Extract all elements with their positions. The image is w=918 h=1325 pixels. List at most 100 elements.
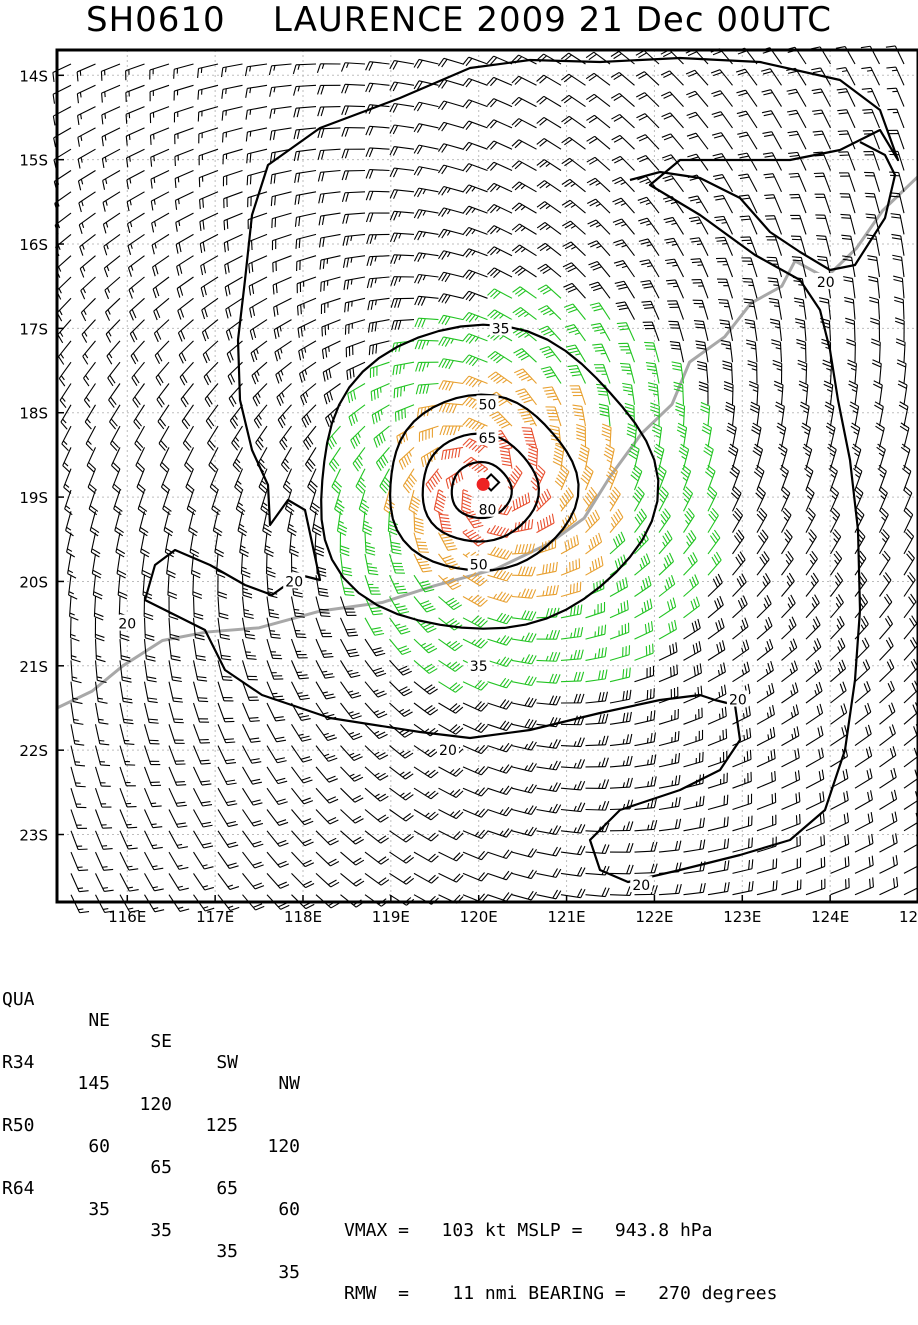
wind-barb bbox=[851, 423, 860, 447]
wind-barb bbox=[640, 260, 659, 277]
wind-barb bbox=[246, 85, 267, 98]
wind-barb bbox=[341, 746, 363, 761]
longitude-label: 117E bbox=[196, 908, 234, 926]
wind-barb bbox=[754, 465, 764, 490]
wind-barb bbox=[126, 107, 144, 124]
wind-barb bbox=[684, 641, 701, 660]
wind-barb bbox=[638, 218, 659, 234]
wind-barb bbox=[806, 857, 825, 873]
wind-barb bbox=[586, 533, 602, 554]
wind-barb bbox=[210, 469, 218, 494]
wind-barb bbox=[390, 575, 408, 593]
wind-barb bbox=[537, 222, 561, 234]
wind-barb bbox=[488, 871, 513, 880]
wind-barb bbox=[806, 791, 824, 809]
wind-barb bbox=[463, 680, 488, 690]
wind-barb bbox=[463, 57, 488, 66]
value-nw: 60 bbox=[250, 1199, 300, 1220]
wind-barb bbox=[113, 469, 122, 494]
wind-barb bbox=[439, 272, 463, 282]
wind-barb bbox=[736, 90, 757, 106]
wind-barb bbox=[230, 405, 242, 429]
wind-barb bbox=[365, 703, 387, 718]
wind-barb bbox=[562, 200, 585, 213]
wind-barb bbox=[79, 192, 96, 212]
wind-barb bbox=[782, 551, 794, 575]
wind-barb bbox=[537, 652, 560, 661]
wind-barb bbox=[267, 873, 289, 888]
wind-barb bbox=[612, 156, 635, 170]
longitude-label: 120E bbox=[460, 908, 498, 926]
wind-barb bbox=[487, 183, 512, 191]
wind-barb bbox=[541, 367, 561, 384]
wind-barb bbox=[175, 171, 193, 188]
wind-barb bbox=[62, 426, 71, 451]
wind-barb bbox=[203, 341, 218, 363]
wind-barb bbox=[782, 508, 792, 533]
wind-barb bbox=[152, 213, 169, 232]
wind-barb bbox=[318, 128, 341, 138]
wind-barb bbox=[414, 682, 438, 694]
wind-barb bbox=[205, 384, 218, 407]
wind-barb bbox=[199, 171, 218, 188]
wind-barb bbox=[71, 767, 86, 787]
wind-barb bbox=[904, 616, 917, 639]
wind-barb bbox=[342, 149, 365, 158]
wind-barb bbox=[592, 344, 610, 362]
wind-barb bbox=[763, 153, 782, 171]
longitude-label: 116E bbox=[108, 908, 146, 926]
wind-barb bbox=[782, 748, 800, 767]
wind-barb bbox=[365, 895, 389, 907]
wind-barb bbox=[218, 724, 235, 742]
wind-barb bbox=[641, 301, 659, 319]
wind-barb bbox=[130, 298, 145, 320]
wind-barb bbox=[390, 810, 414, 822]
header-nw: NW bbox=[250, 1073, 300, 1094]
wind-barb bbox=[266, 554, 275, 577]
wind-barb bbox=[775, 402, 784, 426]
wind-barb bbox=[153, 256, 169, 276]
wind-barb bbox=[439, 724, 463, 734]
wind-barb bbox=[855, 616, 868, 639]
wind-barb bbox=[414, 167, 438, 176]
wind-barb bbox=[737, 111, 757, 128]
wind-barb bbox=[588, 241, 610, 256]
wind-barb bbox=[190, 533, 199, 557]
wind-barb bbox=[126, 85, 145, 102]
wind-barb bbox=[512, 676, 536, 686]
wind-barb bbox=[659, 531, 672, 554]
wind-barb bbox=[878, 465, 887, 490]
wind-barb bbox=[292, 810, 314, 825]
wind-barb bbox=[806, 530, 816, 554]
wind-barb bbox=[488, 892, 513, 901]
wind-barb bbox=[686, 91, 708, 106]
wind-barb bbox=[59, 341, 71, 365]
wind-barb bbox=[677, 423, 686, 447]
wind-barb bbox=[578, 444, 589, 468]
wind-barb bbox=[898, 381, 907, 405]
wind-barb bbox=[904, 637, 917, 660]
wind-barb bbox=[538, 306, 561, 320]
wind-barb bbox=[561, 95, 585, 106]
wind-barb bbox=[104, 256, 120, 277]
wind-barb bbox=[169, 831, 188, 849]
wind-barb bbox=[224, 234, 242, 252]
wind-barb bbox=[236, 490, 245, 515]
wind-barb bbox=[70, 597, 79, 621]
wind-barb bbox=[342, 84, 365, 93]
wind-barb bbox=[438, 187, 463, 196]
wind-barb bbox=[416, 362, 439, 371]
wind-barb bbox=[562, 116, 586, 128]
wind-barb bbox=[815, 194, 831, 213]
wind-barb bbox=[761, 69, 781, 86]
wind-barb bbox=[132, 362, 145, 386]
wind-barb bbox=[516, 389, 537, 405]
wind-barb bbox=[659, 709, 678, 724]
wind-barb bbox=[218, 618, 230, 640]
wind-barb bbox=[880, 833, 898, 852]
wind-barb bbox=[463, 702, 488, 712]
wind-barb bbox=[175, 149, 194, 166]
wind-barb bbox=[806, 879, 825, 895]
wind-barb bbox=[561, 846, 585, 855]
wind-barb bbox=[224, 213, 243, 230]
